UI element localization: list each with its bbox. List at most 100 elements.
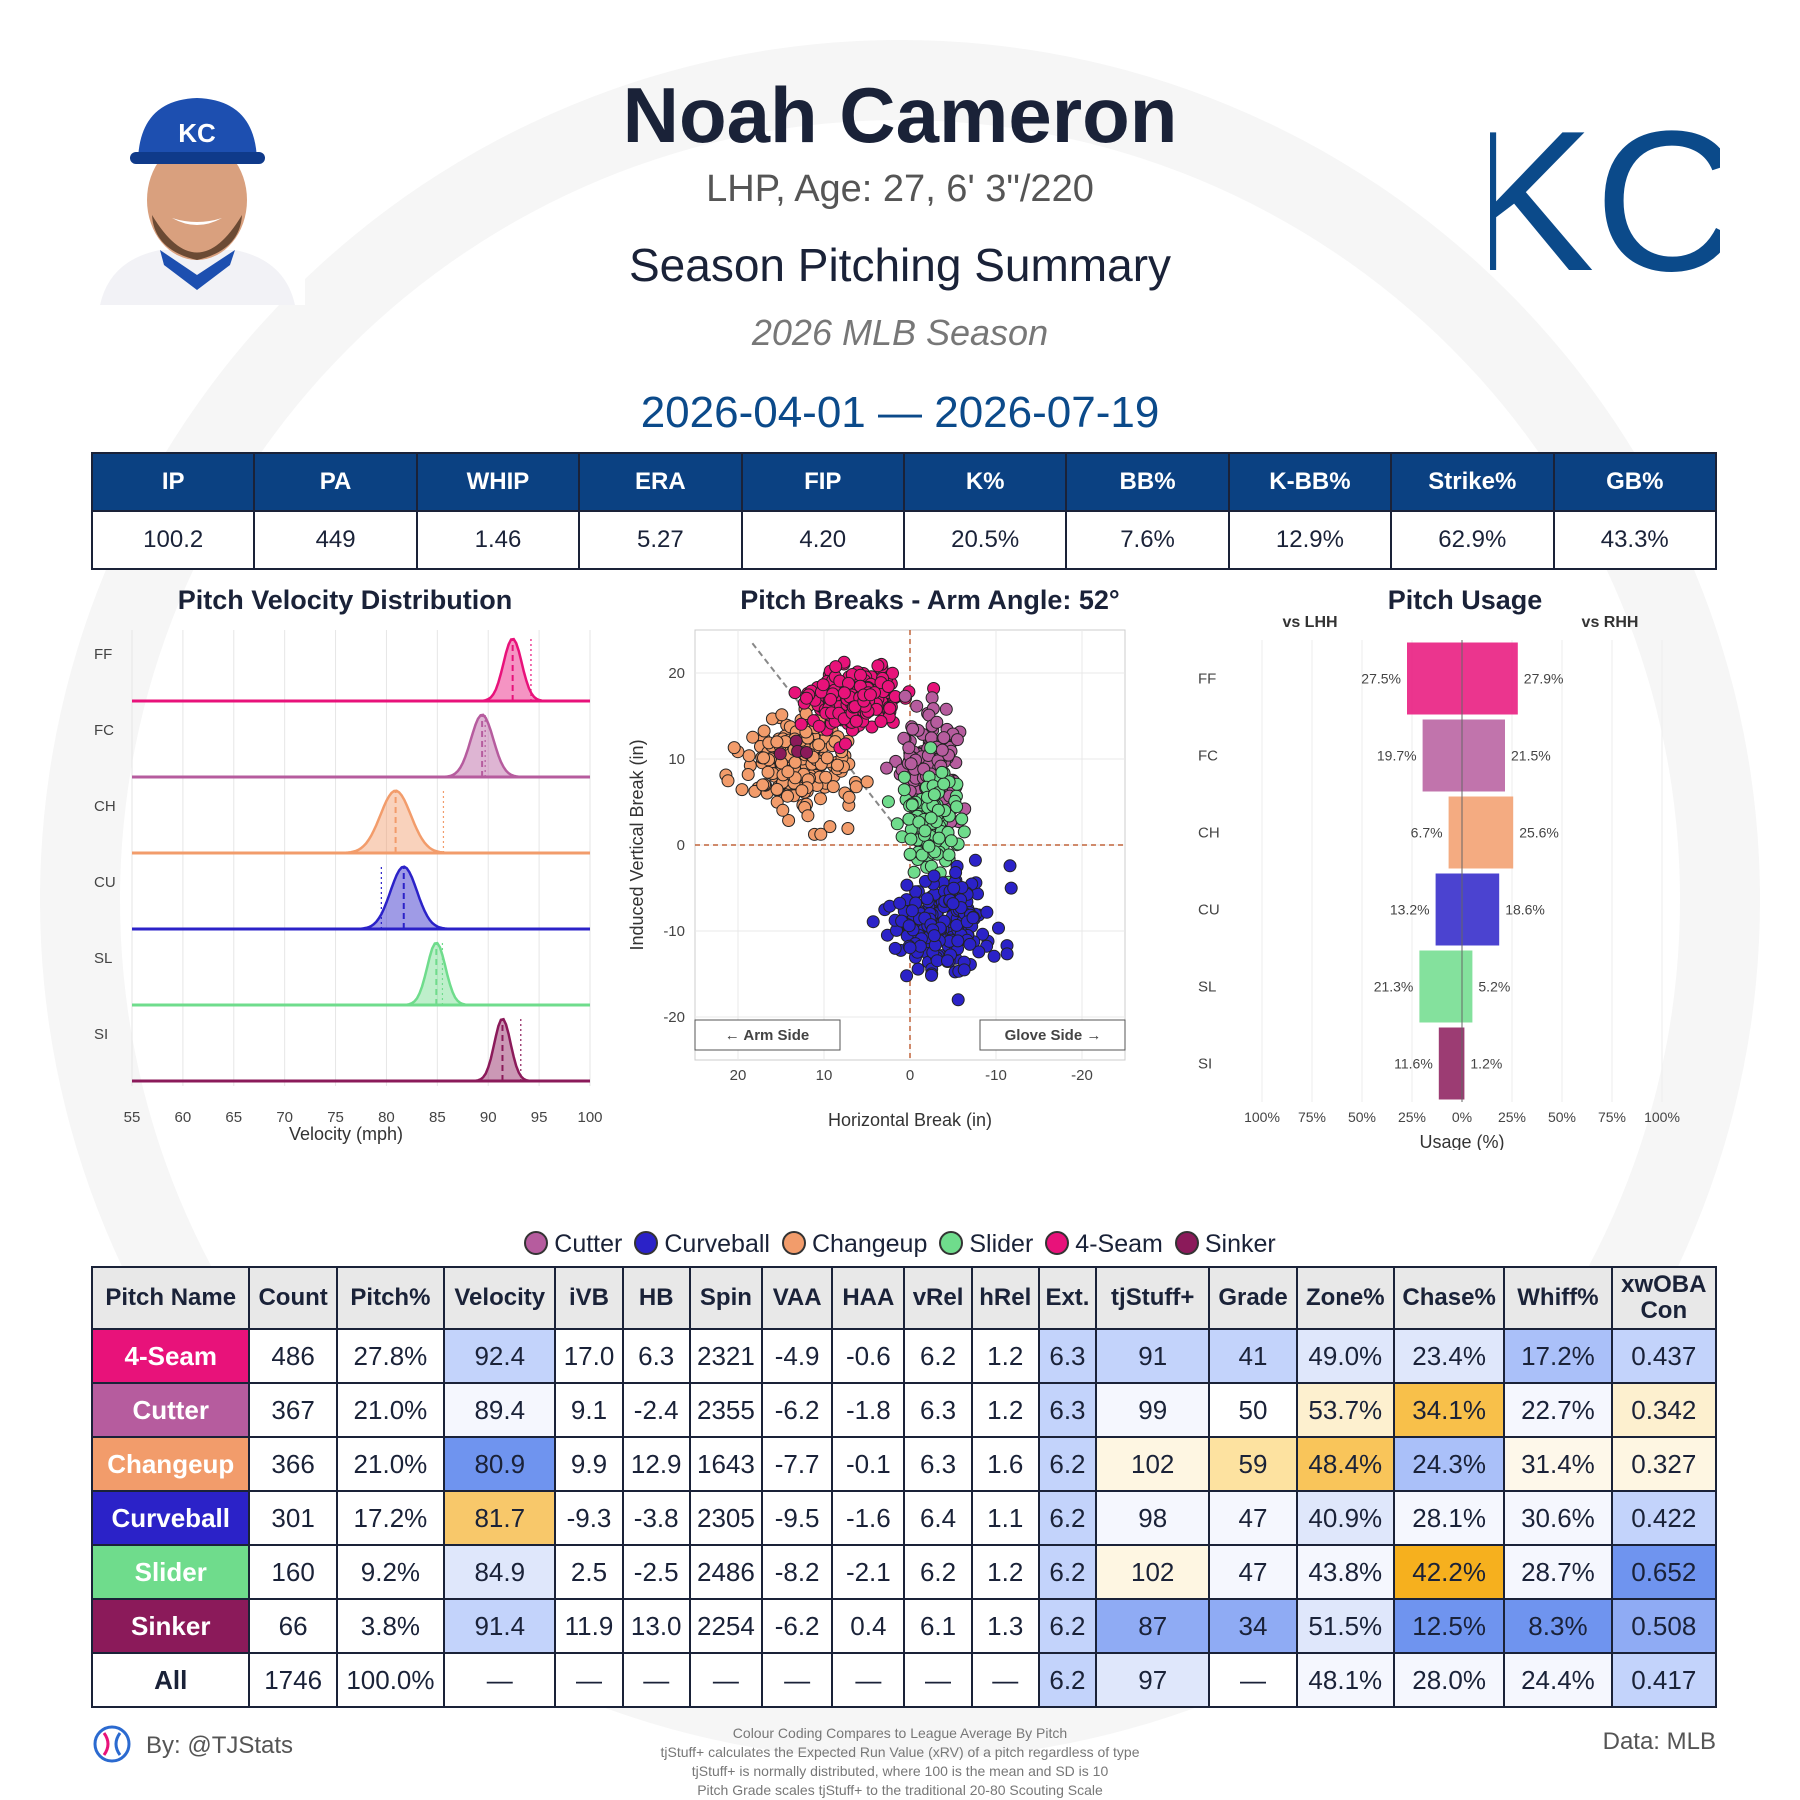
pitch-table-cell: 6.3	[903, 1382, 973, 1438]
pitch-table-cell: 50	[1208, 1382, 1298, 1438]
pitch-table-cell: —	[761, 1652, 834, 1708]
break-point	[927, 929, 941, 943]
break-point	[957, 963, 971, 977]
break-x-tick: 0	[906, 1067, 914, 1084]
usage-bar-lhh	[1435, 873, 1462, 946]
legend-dot-icon	[634, 1231, 659, 1255]
break-point	[957, 825, 971, 839]
usage-chart-title: Pitch Usage	[1387, 585, 1543, 615]
break-point	[947, 881, 961, 895]
velocity-tick-label: 65	[225, 1109, 242, 1126]
break-point	[820, 751, 834, 765]
usage-row-label: SL	[1198, 979, 1216, 996]
pitch-table-cell: —	[443, 1652, 557, 1708]
pitch-table-cell: 34.1%	[1392, 1382, 1506, 1438]
pitch-table-cell: 2.5	[554, 1544, 624, 1600]
break-point	[1004, 881, 1018, 895]
pitch-table-cell: -1.6	[831, 1490, 906, 1546]
break-point	[904, 757, 918, 771]
pitch-table-header: Ext.	[1037, 1266, 1098, 1330]
pitch-table-cell: 9.9	[554, 1436, 624, 1492]
pitch-table-cell: 34	[1208, 1598, 1298, 1654]
pitch-table-cell: 367	[248, 1382, 338, 1438]
pitch-table-cell: 1643	[688, 1436, 764, 1492]
pitch-table-header: Grade	[1208, 1266, 1298, 1330]
break-point	[950, 918, 964, 932]
velocity-ridge-ff: FF	[94, 637, 590, 703]
pitch-table-header: Chase%	[1392, 1266, 1506, 1330]
pitch-table-body: 4-Seam 486 27.8% 92.4 17.0 6.3 2321 -4.9 -0.6 6.2…	[90, 1328, 1718, 1708]
pitch-table-cell: -1.8	[831, 1382, 906, 1438]
legend-item-cutter: Cutter	[524, 1230, 622, 1259]
break-point	[839, 737, 852, 751]
break-point	[841, 822, 855, 835]
usage-bar-lhh	[1448, 796, 1462, 869]
velocity-density	[132, 865, 590, 931]
velocity-tick-label: 90	[480, 1109, 497, 1126]
pitch-table-header: Pitch%	[335, 1266, 446, 1330]
legend-label: Curveball	[664, 1230, 770, 1258]
break-point	[966, 911, 980, 925]
usage-tick-label: 25%	[1398, 1109, 1426, 1125]
break-point	[890, 817, 904, 831]
break-point	[910, 699, 924, 713]
legend-label: 4-Seam	[1075, 1230, 1163, 1258]
break-point	[944, 834, 958, 848]
arm-angle-line	[750, 641, 911, 846]
pitch-table-cell: 1.2	[970, 1544, 1040, 1600]
pitch-table-cell: 84.9	[443, 1544, 557, 1600]
stat-value: 62.9%	[1390, 510, 1555, 570]
usage-tick-label: 0%	[1452, 1109, 1472, 1125]
pitch-table-cell: 8.3%	[1503, 1598, 1613, 1654]
velocity-tick-label: 95	[531, 1109, 548, 1126]
break-point	[782, 814, 796, 827]
pitch-table-cell: —	[621, 1652, 691, 1708]
stat-value: 12.9%	[1227, 510, 1393, 570]
break-point	[925, 968, 938, 982]
break-point	[976, 927, 990, 941]
pitch-table-cell: -2.5	[621, 1544, 691, 1600]
break-point	[794, 717, 808, 731]
pitch-table-cell: 53.7%	[1295, 1382, 1395, 1438]
usage-tick-label: 25%	[1498, 1109, 1526, 1125]
team-logo: KC	[1490, 90, 1720, 305]
pitch-table-cell: 486	[248, 1328, 338, 1384]
break-point	[903, 847, 917, 861]
velocity-ridge-sl: SL	[94, 941, 590, 1007]
pitch-table-cell: 1.6	[970, 1436, 1040, 1492]
legend-label: Cutter	[554, 1230, 623, 1258]
break-point	[935, 765, 949, 779]
break-point	[800, 746, 813, 759]
break-point	[761, 765, 775, 779]
stat-value: 5.27	[578, 510, 743, 570]
break-point	[812, 738, 826, 752]
pitch-table-cell: 92.4	[443, 1328, 557, 1384]
break-point	[992, 921, 1005, 935]
break-point	[781, 789, 794, 803]
summary-title: Season Pitching Summary	[628, 239, 1172, 291]
pitch-table-header: Count	[248, 1266, 338, 1330]
glove-side-box	[979, 1019, 1126, 1051]
pitch-table-cell: 17.2%	[335, 1490, 446, 1546]
break-point	[937, 777, 951, 791]
break-point	[735, 783, 749, 797]
usage-tick-label: 75%	[1298, 1109, 1326, 1125]
break-point	[871, 659, 885, 673]
pitch-table-cell: 41	[1208, 1328, 1298, 1384]
break-point	[941, 954, 954, 968]
pitch-table-cell: 6.3	[621, 1328, 691, 1384]
break-point	[946, 897, 960, 911]
velocity-distribution-chart: 55 60 65 70 75 80 85 90 95 100 Velocity (mph) FF FC C…	[94, 630, 603, 1144]
usage-bar-rhh	[1462, 796, 1514, 869]
break-point	[924, 811, 938, 825]
legend-item-changeup: Changeup	[781, 1230, 927, 1259]
break-point	[741, 768, 755, 781]
pitch-table-cell: 1.2	[970, 1328, 1040, 1384]
break-point	[773, 747, 787, 761]
legend-item-curveball: Curveball	[634, 1230, 770, 1259]
break-point	[795, 784, 809, 798]
break-y-tick: 0	[677, 837, 685, 854]
pitch-table-header: VAA	[761, 1266, 834, 1330]
pitch-table-cell: 0.327	[1610, 1436, 1718, 1492]
stat-header-strike-: Strike%	[1390, 452, 1555, 512]
